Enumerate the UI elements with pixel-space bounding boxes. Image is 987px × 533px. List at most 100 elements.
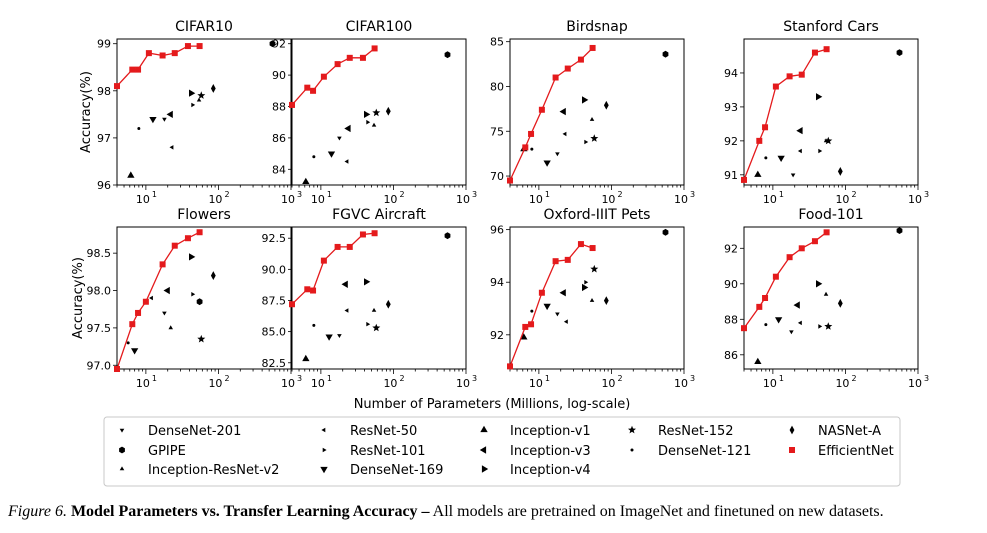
point-resnet-50 [562, 131, 567, 137]
legend-marker-densenet-201 [119, 428, 125, 433]
y-tick-label: 88 [272, 101, 286, 114]
point-densenet-169 [543, 160, 551, 167]
point-resnet-101 [191, 102, 196, 108]
legend-label: ResNet-152 [658, 424, 734, 439]
x-tick-exponent: 1 [327, 374, 332, 383]
point-resnet-152 [590, 264, 599, 273]
x-tick-label: 10 [529, 193, 543, 206]
point-efficientnet [528, 130, 535, 137]
point-efficientnet [538, 106, 545, 113]
x-tick-exponent: 3 [297, 190, 302, 199]
point-densenet-121 [530, 309, 534, 313]
legend-marker-nasnet-a [789, 425, 795, 435]
point-inception-v4 [816, 93, 823, 101]
y-tick-label: 98.0 [87, 285, 112, 298]
x-tick-exponent: 2 [851, 190, 856, 199]
point-resnet-50 [344, 308, 349, 313]
point-inception-v4 [189, 253, 196, 261]
y-tick-label: 97.0 [87, 359, 112, 372]
legend-label: GPIPE [148, 444, 186, 459]
y-tick-label: 80 [490, 80, 504, 93]
legend-marker-densenet-169 [320, 466, 328, 474]
point-efficientnet [304, 84, 311, 91]
point-efficientnet [577, 241, 584, 248]
legend-label: Inception-v3 [510, 444, 591, 459]
efficientnet-line [743, 231, 827, 329]
x-tick-exponent: 1 [545, 190, 550, 199]
point-efficientnet [320, 73, 327, 80]
point-efficientnet [522, 144, 529, 151]
legend-marker-densenet-121 [630, 448, 634, 452]
subplot-title: FGVC Aircraft [332, 207, 426, 223]
y-tick-label: 75 [490, 125, 504, 138]
point-densenet-169 [543, 303, 551, 311]
point-densenet-201 [162, 117, 167, 122]
point-inception-resnet-v2 [371, 122, 377, 127]
point-resnet-101 [366, 119, 371, 125]
point-inception-v1 [127, 171, 135, 178]
point-efficientnet [823, 229, 830, 236]
point-inception-v4 [582, 96, 589, 104]
point-densenet-201 [789, 330, 794, 335]
efficientnet-line [116, 231, 200, 370]
x-tick-label: 10 [908, 377, 922, 390]
legend-item-inception-v3: Inception-v3 [479, 444, 591, 459]
point-nasnet-a [385, 299, 391, 309]
legend-label: NASNet-A [818, 424, 881, 439]
x-tick-label: 10 [208, 193, 222, 206]
point-gpipe [196, 298, 203, 306]
x-tick-exponent: 1 [779, 374, 784, 383]
point-resnet-50 [169, 145, 174, 150]
caption-title: Model Parameters vs. Transfer Learning A… [70, 503, 430, 520]
subplot-title: Flowers [177, 207, 231, 223]
subplot-title: Oxford-IIIT Pets [544, 207, 651, 223]
y-tick-label: 92 [490, 329, 504, 342]
point-efficientnet [577, 56, 584, 63]
x-tick-exponent: 3 [472, 190, 477, 199]
point-efficientnet [371, 45, 378, 52]
point-efficientnet [304, 286, 311, 293]
point-gpipe [662, 228, 669, 236]
point-gpipe [444, 51, 451, 59]
point-nasnet-a [385, 106, 391, 116]
legend-label: Inception-v1 [510, 424, 591, 439]
point-inception-v1 [302, 177, 310, 184]
legend-item-inception-resnet-v2: Inception-ResNet-v2 [119, 463, 279, 478]
point-densenet-201 [790, 173, 796, 178]
point-efficientnet [320, 257, 327, 264]
point-densenet-201 [337, 136, 342, 141]
point-densenet-169 [775, 317, 783, 324]
x-tick-exponent: 3 [472, 374, 477, 383]
point-inception-v4 [364, 278, 371, 286]
subplot-title: Food-101 [798, 207, 863, 223]
x-tick-label: 10 [208, 377, 222, 390]
y-tick-label: 86 [724, 349, 738, 362]
point-efficientnet [142, 298, 149, 305]
subplot-title: Birdsnap [566, 19, 628, 35]
x-tick-exponent: 1 [327, 190, 332, 199]
point-efficientnet [786, 73, 793, 80]
x-tick-label: 10 [674, 193, 688, 206]
point-densenet-169 [777, 155, 785, 162]
x-tick-label: 10 [456, 193, 470, 206]
point-efficientnet [310, 287, 317, 294]
point-resnet-152 [197, 91, 206, 99]
legend-label: ResNet-50 [350, 424, 417, 439]
point-efficientnet [129, 66, 136, 73]
point-efficientnet [786, 254, 793, 261]
point-nasnet-a [210, 84, 216, 93]
legend: DenseNet-201 ResNet-50 Inception-v1 ResNet-… [103, 416, 901, 487]
y-tick-label: 92 [724, 242, 738, 255]
point-densenet-121 [312, 323, 316, 327]
y-tick-label: 93 [724, 101, 738, 114]
y-tick-label: 94 [490, 276, 504, 289]
point-densenet-121 [137, 126, 141, 130]
x-tick-label: 10 [601, 377, 615, 390]
point-gpipe [896, 49, 903, 56]
efficientnet-line [116, 45, 200, 87]
point-inception-v1 [754, 357, 762, 364]
legend-item-inception-v1: Inception-v1 [480, 424, 591, 439]
point-efficientnet [798, 71, 805, 78]
point-resnet-101 [366, 321, 371, 327]
